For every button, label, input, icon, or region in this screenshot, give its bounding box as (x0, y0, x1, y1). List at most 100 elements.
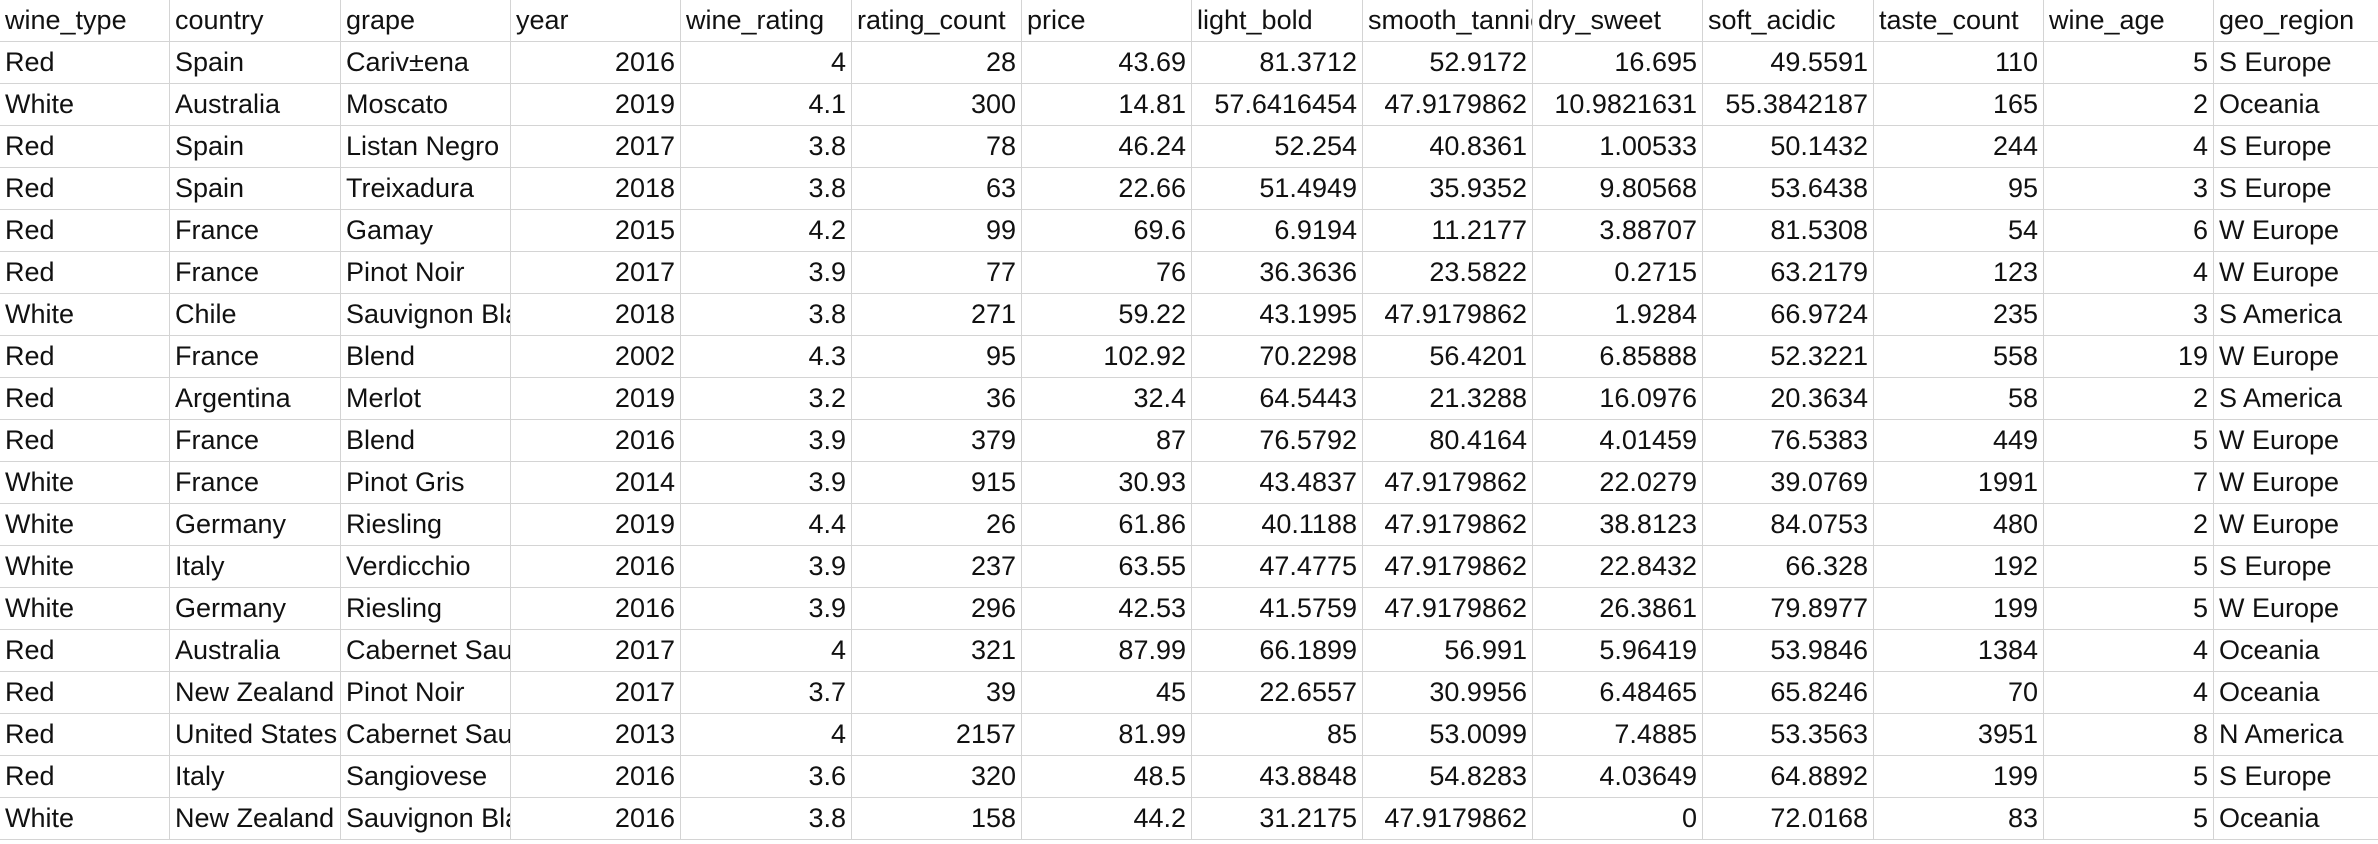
cell-wine-age[interactable]: 2 (2044, 378, 2214, 419)
cell-dry-sweet[interactable]: 9.80568 (1533, 168, 1703, 209)
cell-grape[interactable]: Sangiovese (341, 756, 511, 797)
cell-smooth-tannic[interactable]: 80.4164 (1363, 420, 1533, 461)
cell-wine-type[interactable]: Red (0, 126, 170, 167)
cell-rating-count[interactable]: 321 (852, 630, 1022, 671)
cell-soft-acidic[interactable]: 52.3221 (1703, 336, 1874, 377)
cell-rating-count[interactable]: 63 (852, 168, 1022, 209)
cell-taste-count[interactable]: 58 (1874, 378, 2044, 419)
cell-smooth-tannic[interactable]: 47.9179862 (1363, 462, 1533, 503)
cell-smooth-tannic[interactable]: 56.4201 (1363, 336, 1533, 377)
cell-dry-sweet[interactable]: 16.0976 (1533, 378, 1703, 419)
cell-rating-count[interactable]: 158 (852, 798, 1022, 839)
cell-taste-count[interactable]: 1384 (1874, 630, 2044, 671)
cell-wine-type[interactable]: Red (0, 672, 170, 713)
cell-soft-acidic[interactable]: 79.8977 (1703, 588, 1874, 629)
cell-year[interactable]: 2016 (511, 588, 681, 629)
cell-dry-sweet[interactable]: 16.695 (1533, 42, 1703, 83)
cell-smooth-tannic[interactable]: 11.2177 (1363, 210, 1533, 251)
cell-wine-age[interactable]: 5 (2044, 420, 2214, 461)
cell-price[interactable]: 102.92 (1022, 336, 1192, 377)
cell-country[interactable]: New Zealand (170, 798, 341, 839)
cell-year[interactable]: 2014 (511, 462, 681, 503)
cell-wine-age[interactable]: 8 (2044, 714, 2214, 755)
cell-grape[interactable]: Pinot Noir (341, 672, 511, 713)
cell-wine-age[interactable]: 4 (2044, 126, 2214, 167)
cell-wine-rating[interactable]: 4 (681, 42, 852, 83)
cell-smooth-tannic[interactable]: 47.9179862 (1363, 546, 1533, 587)
cell-light-bold[interactable]: 52.254 (1192, 126, 1363, 167)
cell-light-bold[interactable]: 51.4949 (1192, 168, 1363, 209)
cell-light-bold[interactable]: 43.1995 (1192, 294, 1363, 335)
cell-light-bold[interactable]: 64.5443 (1192, 378, 1363, 419)
cell-light-bold[interactable]: 81.3712 (1192, 42, 1363, 83)
column-header-soft-acidic[interactable]: soft_acidic (1703, 0, 1874, 41)
cell-wine-age[interactable]: 4 (2044, 672, 2214, 713)
cell-year[interactable]: 2016 (511, 756, 681, 797)
cell-light-bold[interactable]: 57.6416454 (1192, 84, 1363, 125)
cell-country[interactable]: Italy (170, 756, 341, 797)
cell-geo-region[interactable]: Oceania (2214, 798, 2378, 839)
cell-price[interactable]: 48.5 (1022, 756, 1192, 797)
cell-light-bold[interactable]: 43.8848 (1192, 756, 1363, 797)
cell-rating-count[interactable]: 28 (852, 42, 1022, 83)
cell-rating-count[interactable]: 36 (852, 378, 1022, 419)
cell-country[interactable]: Spain (170, 42, 341, 83)
cell-wine-rating[interactable]: 3.9 (681, 546, 852, 587)
cell-year[interactable]: 2016 (511, 42, 681, 83)
cell-smooth-tannic[interactable]: 47.9179862 (1363, 84, 1533, 125)
cell-country[interactable]: Australia (170, 84, 341, 125)
cell-geo-region[interactable]: Oceania (2214, 84, 2378, 125)
cell-wine-rating[interactable]: 3.6 (681, 756, 852, 797)
cell-soft-acidic[interactable]: 53.6438 (1703, 168, 1874, 209)
cell-wine-type[interactable]: White (0, 294, 170, 335)
cell-taste-count[interactable]: 192 (1874, 546, 2044, 587)
cell-price[interactable]: 63.55 (1022, 546, 1192, 587)
cell-smooth-tannic[interactable]: 54.8283 (1363, 756, 1533, 797)
cell-grape[interactable]: Blend (341, 336, 511, 377)
cell-wine-type[interactable]: Red (0, 420, 170, 461)
column-header-country[interactable]: country (170, 0, 341, 41)
cell-year[interactable]: 2013 (511, 714, 681, 755)
cell-light-bold[interactable]: 47.4775 (1192, 546, 1363, 587)
cell-country[interactable]: Germany (170, 504, 341, 545)
cell-wine-rating[interactable]: 4 (681, 630, 852, 671)
cell-grape[interactable]: Listan Negro (341, 126, 511, 167)
cell-geo-region[interactable]: W Europe (2214, 504, 2378, 545)
cell-smooth-tannic[interactable]: 47.9179862 (1363, 588, 1533, 629)
cell-soft-acidic[interactable]: 81.5308 (1703, 210, 1874, 251)
cell-rating-count[interactable]: 26 (852, 504, 1022, 545)
cell-geo-region[interactable]: W Europe (2214, 210, 2378, 251)
cell-rating-count[interactable]: 915 (852, 462, 1022, 503)
cell-wine-rating[interactable]: 3.2 (681, 378, 852, 419)
cell-soft-acidic[interactable]: 39.0769 (1703, 462, 1874, 503)
cell-wine-type[interactable]: Red (0, 714, 170, 755)
cell-geo-region[interactable]: N America (2214, 714, 2378, 755)
cell-wine-rating[interactable]: 3.9 (681, 252, 852, 293)
cell-light-bold[interactable]: 36.3636 (1192, 252, 1363, 293)
cell-year[interactable]: 2002 (511, 336, 681, 377)
cell-country[interactable]: Germany (170, 588, 341, 629)
cell-wine-rating[interactable]: 4.4 (681, 504, 852, 545)
cell-country[interactable]: France (170, 420, 341, 461)
cell-price[interactable]: 87 (1022, 420, 1192, 461)
cell-geo-region[interactable]: Oceania (2214, 672, 2378, 713)
cell-soft-acidic[interactable]: 76.5383 (1703, 420, 1874, 461)
cell-country[interactable]: Spain (170, 168, 341, 209)
cell-soft-acidic[interactable]: 66.328 (1703, 546, 1874, 587)
cell-wine-type[interactable]: Red (0, 336, 170, 377)
cell-dry-sweet[interactable]: 0 (1533, 798, 1703, 839)
cell-wine-rating[interactable]: 3.8 (681, 798, 852, 839)
cell-wine-rating[interactable]: 3.8 (681, 294, 852, 335)
cell-rating-count[interactable]: 77 (852, 252, 1022, 293)
cell-year[interactable]: 2017 (511, 126, 681, 167)
cell-geo-region[interactable]: S America (2214, 294, 2378, 335)
cell-wine-rating[interactable]: 4 (681, 714, 852, 755)
cell-grape[interactable]: Riesling (341, 504, 511, 545)
cell-country[interactable]: France (170, 252, 341, 293)
cell-light-bold[interactable]: 40.1188 (1192, 504, 1363, 545)
cell-year[interactable]: 2017 (511, 672, 681, 713)
cell-smooth-tannic[interactable]: 35.9352 (1363, 168, 1533, 209)
cell-geo-region[interactable]: S Europe (2214, 168, 2378, 209)
cell-light-bold[interactable]: 85 (1192, 714, 1363, 755)
cell-geo-region[interactable]: S America (2214, 378, 2378, 419)
